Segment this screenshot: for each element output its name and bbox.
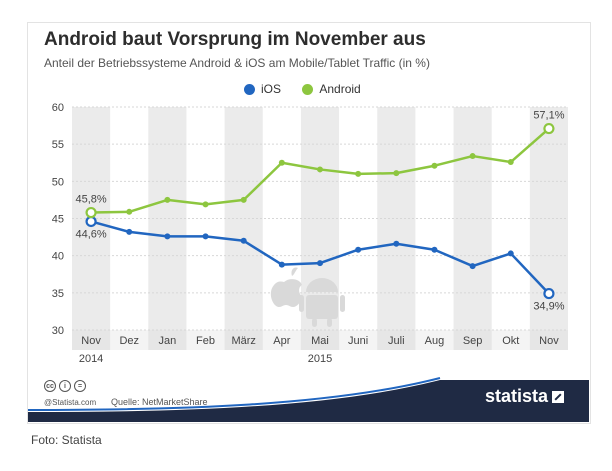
x-axis-cell-6 [300, 330, 340, 350]
data-point-ios [85, 215, 97, 228]
android-watermark-leg-right [327, 318, 332, 327]
data-point-ios [126, 228, 133, 235]
statista-logo-icon [552, 390, 565, 403]
y-tick-label: 40 [52, 251, 64, 263]
legend-item-android: Android [302, 82, 361, 96]
android-watermark-leg-left [312, 318, 317, 327]
data-point-ios [278, 261, 285, 268]
data-point-ios [202, 233, 209, 240]
legend-marker-ios [244, 83, 255, 95]
legend-label-android: Android [319, 82, 361, 96]
data-point-ios [393, 240, 400, 247]
year-label: 2015 [308, 353, 332, 365]
x-axis-cell-2 [148, 330, 187, 350]
data-point-ios [431, 246, 438, 253]
android-watermark-body [306, 295, 338, 319]
data-label-android: 57,1% [533, 110, 564, 122]
x-tick-label: Feb [196, 335, 215, 347]
data-point-ios [240, 237, 247, 244]
x-tick-label: Aug [425, 335, 445, 347]
y-tick-label: 45 [52, 214, 64, 226]
chart-title: Android baut Vorsprung im November aus [44, 29, 426, 50]
y-tick-label: 60 [52, 102, 64, 114]
data-label-ios: 44,6% [75, 228, 106, 240]
data-point-android [164, 196, 171, 203]
footer-bar [28, 380, 589, 422]
statista-logo: statista [485, 386, 565, 407]
person-icon: i [59, 380, 71, 392]
y-tick-label: 50 [52, 176, 64, 188]
data-point-android [469, 153, 476, 160]
data-point-android [431, 162, 438, 169]
data-point-android [240, 196, 247, 203]
apple-watermark-icon [270, 267, 303, 307]
data-point-android [543, 122, 555, 135]
x-tick-label: Sep [463, 335, 483, 347]
copyright-text: @Statista.com [44, 398, 97, 407]
footer-accent-line [27, 377, 441, 411]
y-tick-label: 35 [52, 288, 64, 300]
y-tick-label: 55 [52, 139, 64, 151]
y-tick-label: 30 [52, 325, 64, 337]
chart-subtitle: Anteil der Betriebssysteme Android & iOS… [44, 56, 430, 70]
year-label: 2014 [79, 353, 103, 365]
brand-name: statista [485, 386, 549, 406]
data-label-android: 45,8% [75, 194, 106, 206]
x-tick-label: Nov [539, 335, 559, 347]
data-point-ios [164, 233, 171, 240]
chart-legend: iOS Android [244, 82, 379, 98]
data-point-android [355, 170, 362, 177]
data-point-android [317, 166, 323, 173]
android-watermark-arm-right [340, 295, 345, 312]
data-point-ios [507, 250, 514, 257]
legend-item-ios: iOS [244, 82, 281, 96]
x-axis-cell-8 [377, 330, 416, 350]
photo-credit: Foto: Statista [31, 433, 102, 447]
x-tick-label: Nov [81, 335, 101, 347]
data-point-ios [469, 263, 476, 270]
x-axis-cell-10 [453, 330, 492, 350]
equals-icon: = [74, 380, 86, 392]
x-tick-label: Okt [502, 335, 519, 347]
data-point-ios [543, 287, 555, 300]
data-point-android [507, 159, 514, 166]
source-text: Quelle: NetMarketShare [111, 397, 208, 407]
x-tick-label: März [231, 335, 255, 347]
data-point-ios [355, 246, 362, 253]
x-tick-label: Juni [348, 335, 368, 347]
x-axis-cell-0 [72, 330, 111, 350]
x-tick-label: Jan [159, 335, 177, 347]
legend-marker-android [302, 83, 314, 95]
x-axis-cell-4 [224, 330, 263, 350]
license-icons: cc i = [44, 380, 86, 392]
data-point-android [85, 206, 97, 219]
x-axis-cell-12 [529, 330, 568, 350]
data-label-ios: 34,9% [533, 301, 564, 313]
cc-icon: cc [44, 380, 56, 392]
data-point-android [278, 159, 285, 166]
x-tick-label: Apr [273, 335, 290, 347]
data-point-android [202, 201, 209, 208]
x-tick-label: Juli [388, 335, 405, 347]
x-tick-label: Dez [119, 335, 139, 347]
data-point-android [393, 170, 400, 177]
android-watermark-head [306, 278, 338, 292]
data-point-ios [317, 260, 323, 267]
x-tick-label: Mai [311, 335, 329, 347]
data-point-android [126, 208, 133, 215]
legend-label-ios: iOS [261, 82, 282, 96]
